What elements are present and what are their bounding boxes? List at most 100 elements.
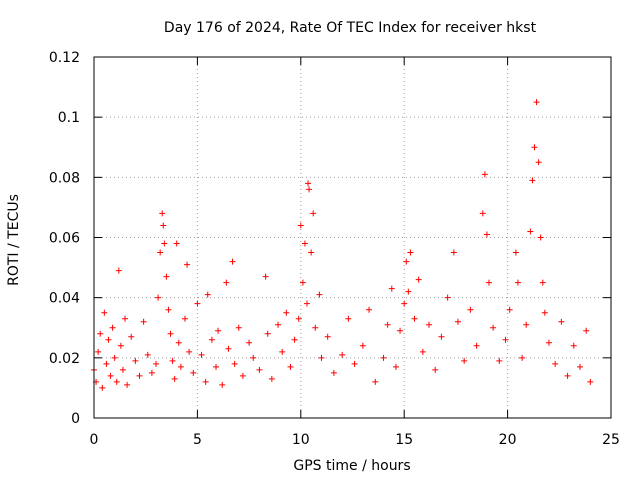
- data-point: [229, 258, 236, 265]
- x-tick-label: 0: [90, 432, 99, 448]
- data-point: [541, 309, 548, 316]
- data-point: [450, 249, 457, 256]
- y-axis-label: ROTI / TECUs: [6, 194, 22, 286]
- data-point: [215, 327, 222, 334]
- data-point: [351, 360, 358, 367]
- data-point: [558, 318, 565, 325]
- data-point: [301, 240, 308, 247]
- data-point: [304, 300, 311, 307]
- data-point: [291, 336, 298, 343]
- data-point: [490, 324, 497, 331]
- data-point: [204, 291, 211, 298]
- data-point: [444, 294, 451, 301]
- data-point: [111, 354, 118, 361]
- data-point: [264, 330, 271, 337]
- y-tick-label: 0.02: [49, 351, 80, 367]
- data-point: [512, 249, 519, 256]
- data-point: [483, 231, 490, 238]
- data-point: [177, 363, 184, 370]
- data-point: [99, 384, 106, 391]
- data-point: [159, 210, 166, 217]
- data-point: [235, 324, 242, 331]
- data-point: [128, 333, 135, 340]
- data-point: [533, 99, 540, 106]
- data-point: [426, 321, 433, 328]
- data-point: [297, 222, 304, 229]
- data-point: [345, 315, 352, 322]
- data-point: [587, 378, 594, 385]
- data-point: [411, 315, 418, 322]
- data-point: [539, 279, 546, 286]
- axis-ticks: [93, 56, 612, 419]
- x-tick-label: 15: [395, 432, 413, 448]
- data-point: [485, 279, 492, 286]
- chart-title: Day 176 of 2024, Rate Of TEC Index for r…: [164, 20, 537, 36]
- data-point: [95, 348, 102, 355]
- y-tick-label: 0.08: [49, 170, 80, 186]
- data-point: [117, 342, 124, 349]
- data-point: [163, 273, 170, 280]
- data-point: [165, 306, 172, 313]
- data-point: [310, 210, 317, 217]
- data-point: [173, 240, 180, 247]
- data-point: [198, 351, 205, 358]
- data-point: [388, 285, 395, 292]
- data-point: [506, 306, 513, 313]
- data-point: [132, 357, 139, 364]
- data-point: [246, 339, 253, 346]
- data-point: [372, 378, 379, 385]
- data-point: [97, 330, 104, 337]
- data-point: [268, 375, 275, 382]
- data-point: [299, 279, 306, 286]
- data-point: [103, 360, 110, 367]
- data-point: [514, 279, 521, 286]
- data-point: [287, 363, 294, 370]
- data-point: [115, 267, 122, 274]
- data-point: [545, 339, 552, 346]
- x-tick-label: 25: [602, 432, 620, 448]
- y-tick-label: 0.12: [49, 50, 80, 66]
- data-point: [140, 318, 147, 325]
- data-point: [161, 240, 168, 247]
- data-point: [213, 363, 220, 370]
- data-point: [552, 360, 559, 367]
- data-point: [225, 345, 232, 352]
- data-point: [312, 324, 319, 331]
- data-point: [181, 315, 188, 322]
- data-point: [231, 360, 238, 367]
- data-point: [316, 291, 323, 298]
- data-point: [324, 333, 331, 340]
- data-point: [306, 186, 313, 193]
- data-point: [169, 357, 176, 364]
- data-point: [330, 369, 337, 376]
- data-point: [308, 249, 315, 256]
- data-point: [202, 378, 209, 385]
- data-point: [318, 354, 325, 361]
- data-point: [392, 363, 399, 370]
- data-point: [405, 288, 412, 295]
- data-point: [570, 342, 577, 349]
- data-point: [262, 273, 269, 280]
- x-tick-label: 20: [499, 432, 517, 448]
- y-tick-label: 0.1: [58, 110, 80, 126]
- data-point: [148, 369, 155, 376]
- data-point: [124, 381, 131, 388]
- data-point: [529, 177, 536, 184]
- data-point: [107, 372, 114, 379]
- tick-labels: 0 0.02 0.04 0.06 0.08 0.1 0.12 0 5 10 15 20 25: [49, 50, 620, 448]
- data-point: [564, 372, 571, 379]
- data-point: [438, 333, 445, 340]
- data-point: [339, 351, 346, 358]
- data-point: [194, 300, 201, 307]
- data-point: [275, 321, 282, 328]
- data-point: [153, 360, 160, 367]
- y-tick-label: 0.04: [49, 291, 80, 307]
- data-point: [279, 348, 286, 355]
- data-point: [190, 369, 197, 376]
- data-point: [407, 249, 414, 256]
- data-point: [113, 378, 120, 385]
- data-point: [380, 354, 387, 361]
- data-point: [519, 354, 526, 361]
- x-tick-label: 5: [193, 432, 202, 448]
